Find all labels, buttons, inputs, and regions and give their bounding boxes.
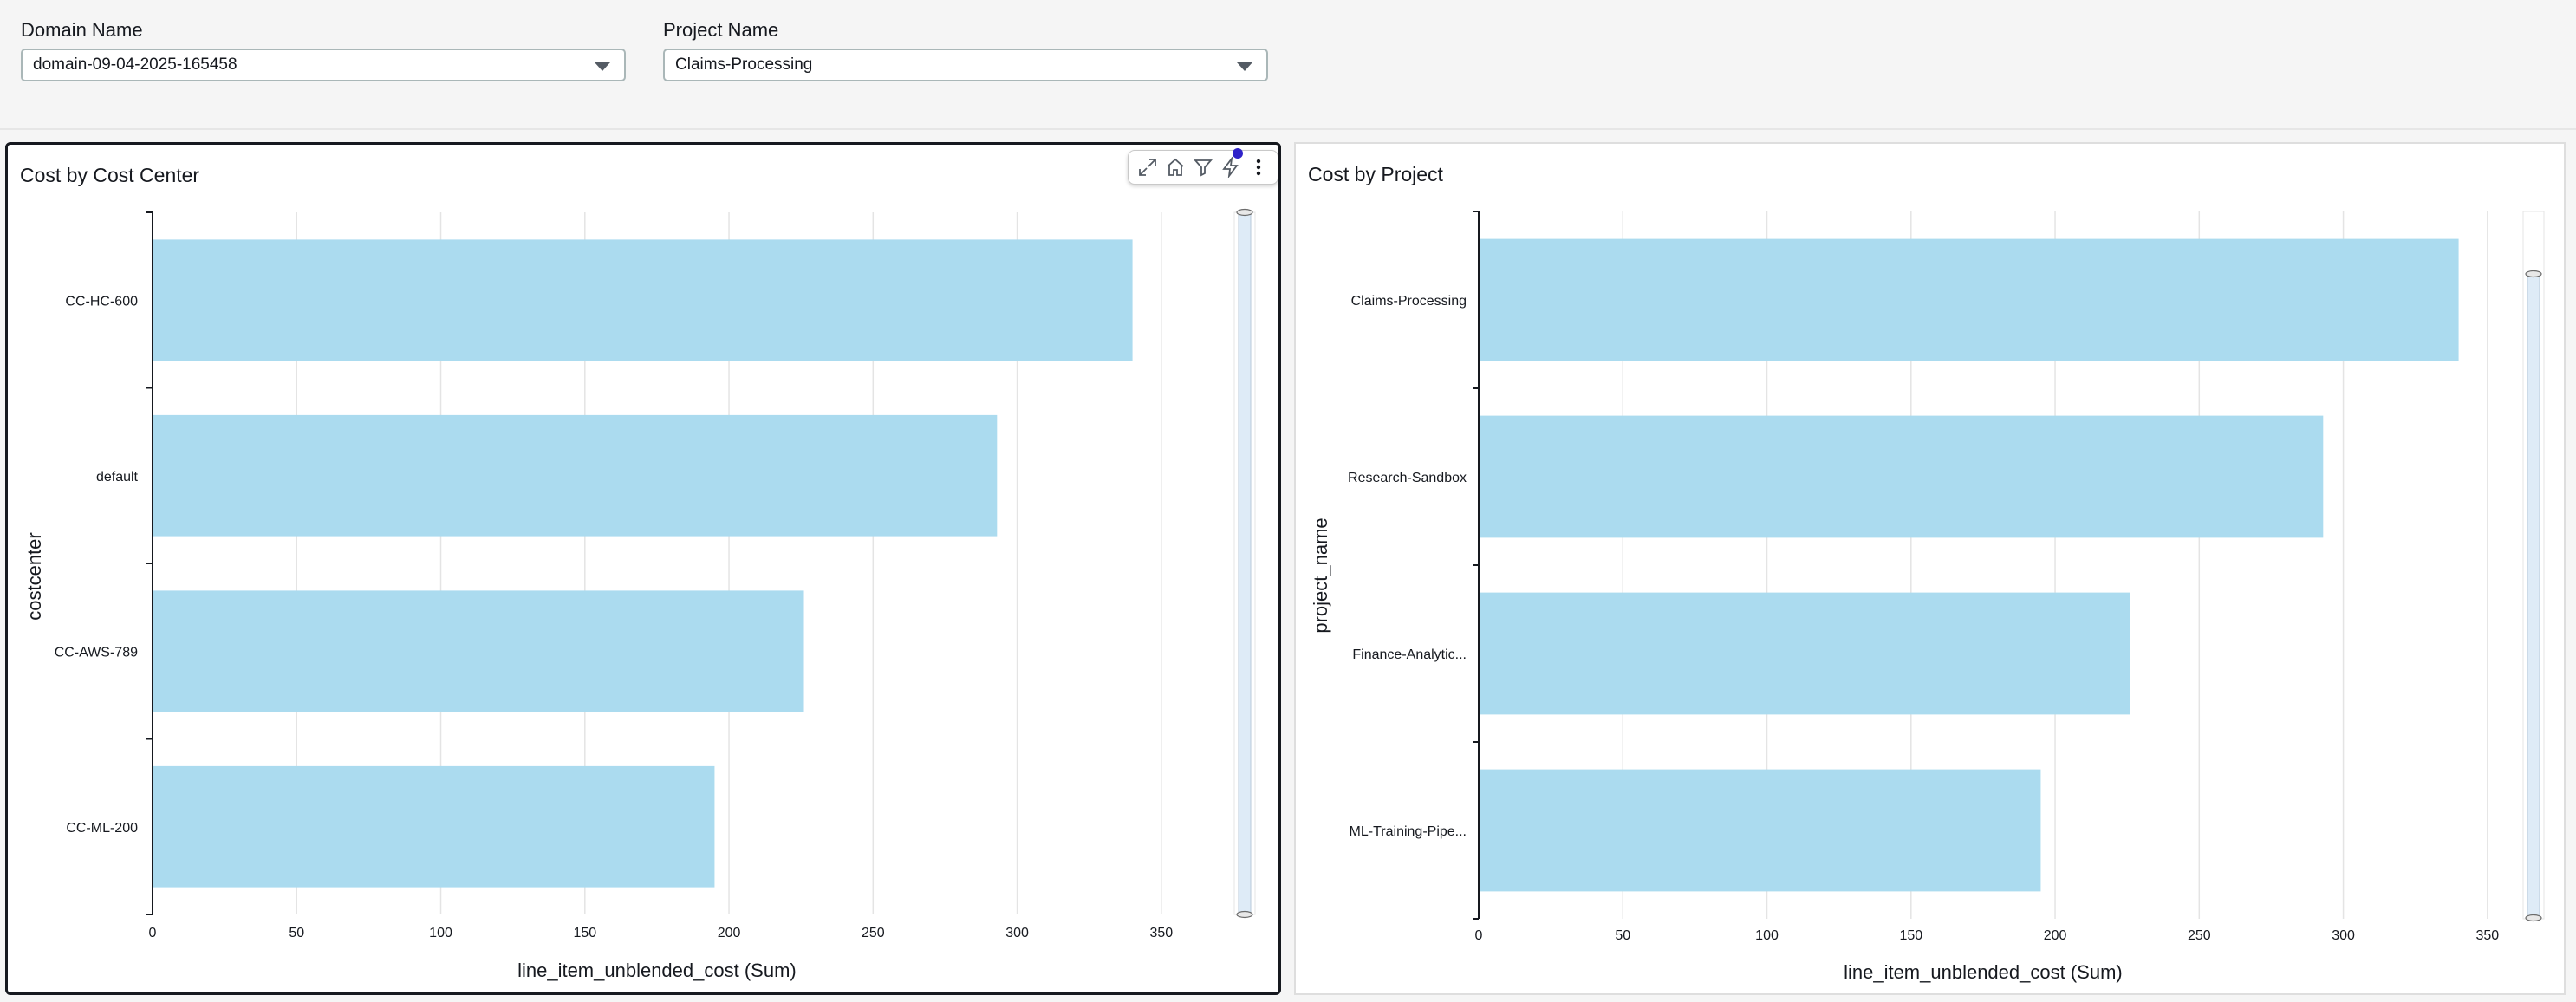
cost-center-bar-chart: CC-HC-600 default CC-AWS-789 CC-ML-200 0 50 10… <box>23 208 1256 981</box>
scrollbar-thumb[interactable] <box>1238 211 1252 915</box>
chart-panel-cost-center[interactable]: Cost by Cost Center <box>5 142 1281 995</box>
x-tick-label: 350 <box>2475 928 2499 943</box>
x-tick-label: 50 <box>1615 928 1630 943</box>
chevron-down-icon <box>595 62 610 71</box>
scrollbar-handle[interactable] <box>2525 270 2542 278</box>
scrollbar-handle[interactable] <box>1236 910 1253 919</box>
y-tick-label: Finance-Analytic... <box>1352 647 1467 662</box>
x-tick-label: 200 <box>2044 928 2067 943</box>
y-tick-label: CC-AWS-789 <box>55 645 138 660</box>
project-filter: Project Name Claims-Processing <box>663 19 1268 81</box>
x-tick-label: 250 <box>862 926 885 940</box>
filter-bar: Domain Name domain-09-04-2025-165458 Pro… <box>0 0 2576 130</box>
scrollbar-handle[interactable] <box>1236 208 1253 217</box>
notification-dot <box>1233 148 1243 159</box>
domain-select[interactable]: domain-09-04-2025-165458 <box>21 49 626 81</box>
bar[interactable] <box>1479 592 2130 715</box>
domain-filter-label: Domain Name <box>21 19 143 41</box>
project-select-value: Claims-Processing <box>675 55 813 74</box>
y-tick-label: CC-ML-200 <box>66 821 138 836</box>
x-tick-label: 0 <box>149 926 157 940</box>
bar[interactable] <box>153 765 715 888</box>
expand-icon[interactable] <box>1135 155 1160 179</box>
home-icon[interactable] <box>1163 155 1187 179</box>
panel-title: Cost by Project <box>1308 163 1443 185</box>
filter-icon[interactable] <box>1191 155 1215 179</box>
y-axis-title: costcenter <box>23 532 45 621</box>
domain-filter: Domain Name domain-09-04-2025-165458 <box>21 19 626 81</box>
project-filter-label: Project Name <box>663 19 779 41</box>
y-tick-label: ML-Training-Pipe... <box>1350 824 1467 839</box>
more-options-icon[interactable] <box>1246 155 1271 179</box>
y-tick-label: CC-HC-600 <box>65 294 138 309</box>
y-tick-label: default <box>96 470 139 485</box>
x-tick-label: 250 <box>2188 928 2211 943</box>
x-axis-title: line_item_unblended_cost (Sum) <box>1844 961 2123 983</box>
x-tick-label: 300 <box>1005 926 1029 940</box>
y-tick-label: Claims-Processing <box>1351 294 1467 309</box>
lightning-icon[interactable] <box>1219 148 1243 179</box>
bar[interactable] <box>153 239 1133 361</box>
visual-toolbar <box>1128 148 1278 185</box>
chart-panel-project[interactable]: Cost by Project Claims-Processing Researc… <box>1294 142 2566 995</box>
scrollbar-handle[interactable] <box>2525 914 2542 922</box>
bar[interactable] <box>1479 415 2324 538</box>
x-tick-label: 300 <box>2332 928 2355 943</box>
bar[interactable] <box>153 590 804 712</box>
domain-select-value: domain-09-04-2025-165458 <box>33 55 237 74</box>
x-tick-label: 100 <box>429 926 452 940</box>
x-tick-label: 50 <box>289 926 304 940</box>
x-tick-label: 200 <box>718 926 741 940</box>
x-tick-label: 150 <box>1899 928 1922 943</box>
x-tick-label: 150 <box>573 926 596 940</box>
y-tick-label: Research-Sandbox <box>1348 471 1467 485</box>
x-tick-label: 0 <box>1475 928 1483 943</box>
x-axis-title: line_item_unblended_cost (Sum) <box>517 960 797 981</box>
chevron-down-icon <box>1237 62 1252 71</box>
bar[interactable] <box>153 414 998 537</box>
x-tick-label: 350 <box>1149 926 1173 940</box>
scrollbar-thumb[interactable] <box>2527 273 2540 919</box>
bar[interactable] <box>1479 238 2459 361</box>
y-axis-title: project_name <box>1310 517 1331 633</box>
bar[interactable] <box>1479 769 2041 892</box>
project-select[interactable]: Claims-Processing <box>663 49 1268 81</box>
x-tick-label: 100 <box>1755 928 1779 943</box>
project-bar-chart: Claims-Processing Research-Sandbox Finance… <box>1310 211 2545 983</box>
panel-title: Cost by Cost Center <box>20 164 200 186</box>
